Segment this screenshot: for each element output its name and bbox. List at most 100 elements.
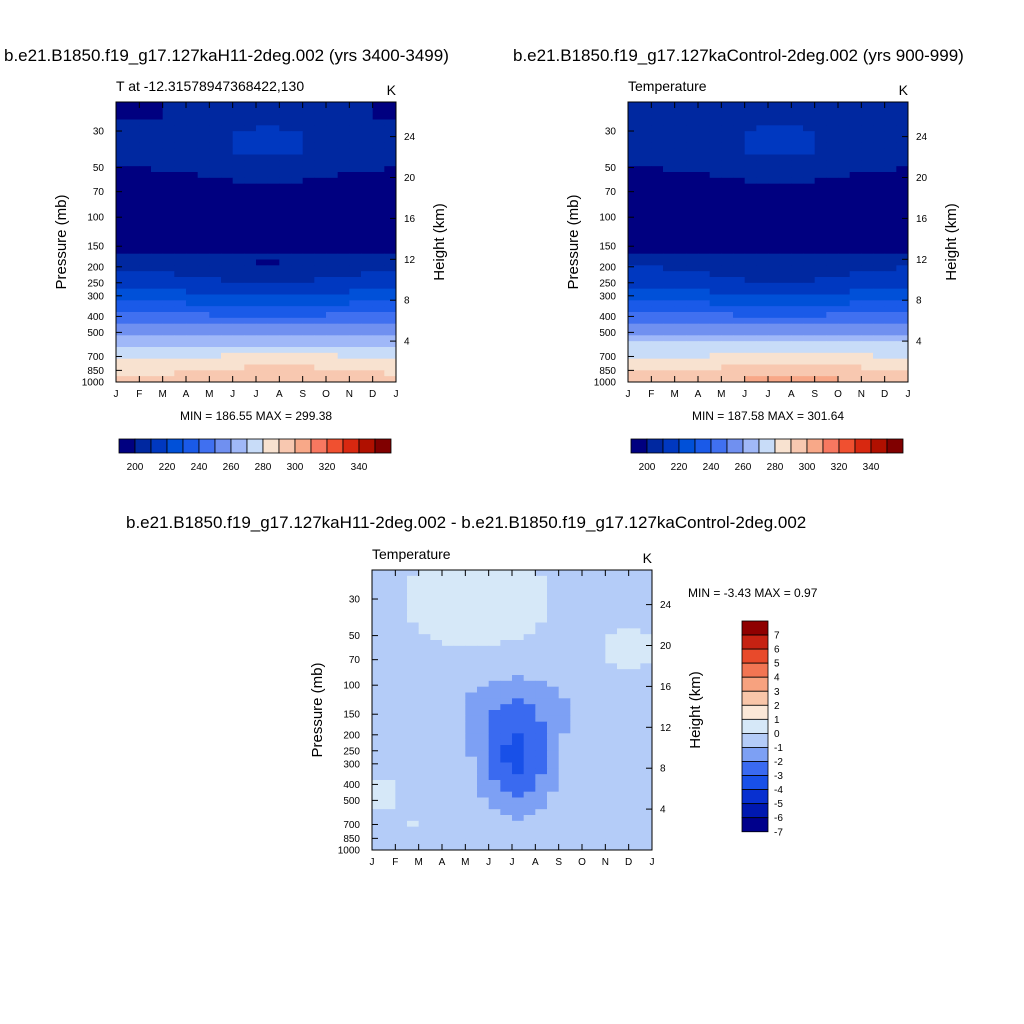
contour-cell <box>465 797 478 804</box>
contour-cell <box>314 177 327 185</box>
contour-cell <box>838 294 851 301</box>
contour-cell <box>174 183 187 190</box>
contour-cell <box>453 593 466 600</box>
contour-cell <box>768 242 781 249</box>
contour-cell <box>244 329 257 336</box>
contour-cell <box>116 341 129 348</box>
contour-cell <box>733 317 746 325</box>
contour-cell <box>407 698 420 705</box>
contour-cell <box>418 785 431 793</box>
contour-cell <box>116 265 129 272</box>
contour-cell <box>418 692 431 699</box>
contour-cell <box>547 826 560 833</box>
contour-cell <box>523 750 536 758</box>
contour-cell <box>174 329 187 336</box>
contour-cell <box>372 347 385 354</box>
contour-cell <box>430 785 443 793</box>
contour-cell <box>349 119 362 126</box>
contour-cell <box>477 575 490 583</box>
contour-cell <box>453 686 466 693</box>
contour-cell <box>279 113 292 120</box>
contour-cell <box>267 230 280 237</box>
contour-cell <box>302 201 315 208</box>
contour-cell <box>372 605 385 612</box>
contour-cell <box>209 242 222 249</box>
contour-cell <box>535 832 548 839</box>
contour-cell <box>768 207 781 214</box>
contour-cell <box>127 142 140 150</box>
contour-cell <box>244 142 257 150</box>
y-tick-label: 400 <box>343 780 360 791</box>
contour-cell <box>477 680 490 688</box>
colorbar-box <box>118 438 136 454</box>
contour-cell <box>384 341 396 348</box>
left-string: Temperature <box>372 546 451 562</box>
contour-cell <box>291 160 304 167</box>
contour-cell <box>884 183 897 190</box>
contour-cell <box>139 277 152 284</box>
contour-cell <box>639 265 652 272</box>
contour-cell <box>849 341 862 348</box>
contour-cell <box>442 809 455 816</box>
contour-cell <box>779 242 792 249</box>
contour-cell <box>640 657 652 664</box>
contour-cell <box>465 645 478 653</box>
contour-cell <box>407 844 420 850</box>
contour-cell <box>535 815 548 822</box>
contour-cell <box>849 288 862 295</box>
contour-cell <box>174 288 187 295</box>
contour-cell <box>314 370 327 377</box>
contour-cell <box>197 201 210 208</box>
contour-cell <box>279 172 292 179</box>
contour-cell <box>651 253 664 260</box>
contour-cell <box>558 686 571 693</box>
contour-cell <box>896 125 908 132</box>
contour-cell <box>674 376 687 382</box>
contour-cell <box>337 370 350 377</box>
contour-cell <box>465 692 478 699</box>
contour-cell <box>453 704 466 711</box>
contour-cell <box>733 177 746 185</box>
contour-cell <box>372 154 385 161</box>
contour-cell <box>768 259 781 266</box>
contour-cell <box>418 750 431 758</box>
contour-cell <box>674 102 687 109</box>
contour-cell <box>314 195 327 202</box>
contour-cell <box>488 610 501 618</box>
contour-cell <box>640 628 652 635</box>
contour-cell <box>593 791 606 798</box>
contour-cell <box>500 774 513 781</box>
contour-cell <box>430 733 443 740</box>
colorbar-box <box>134 438 152 454</box>
contour-cell <box>418 768 431 775</box>
contour-cell <box>384 189 396 196</box>
contour-cell <box>162 358 175 365</box>
contour-cell <box>162 224 175 231</box>
contour-cell <box>617 663 630 670</box>
contour-cell <box>383 791 396 798</box>
contour-cell <box>698 166 711 173</box>
contour-cell <box>337 137 350 144</box>
contour-cell <box>174 125 187 132</box>
contour-cell <box>430 692 443 699</box>
contour-cell <box>372 119 385 126</box>
contour-cell <box>267 119 280 126</box>
contour-cell <box>349 177 362 185</box>
contour-cell <box>617 704 630 711</box>
contour-cell <box>267 306 280 313</box>
contour-cell <box>849 364 862 371</box>
contour-cell <box>768 341 781 348</box>
contour-cell <box>849 230 862 237</box>
contour-cell <box>721 347 734 354</box>
contour-cell <box>174 201 187 208</box>
contour-cell <box>674 230 687 237</box>
contour-cell <box>139 224 152 231</box>
contour-cell <box>570 587 583 594</box>
contour-cell <box>174 317 187 325</box>
contour-cell <box>674 137 687 144</box>
contour-cell <box>314 329 327 336</box>
contour-cell <box>617 762 630 769</box>
contour-cell <box>372 265 385 272</box>
contour-cell <box>721 376 734 382</box>
contour-cell <box>256 131 269 138</box>
